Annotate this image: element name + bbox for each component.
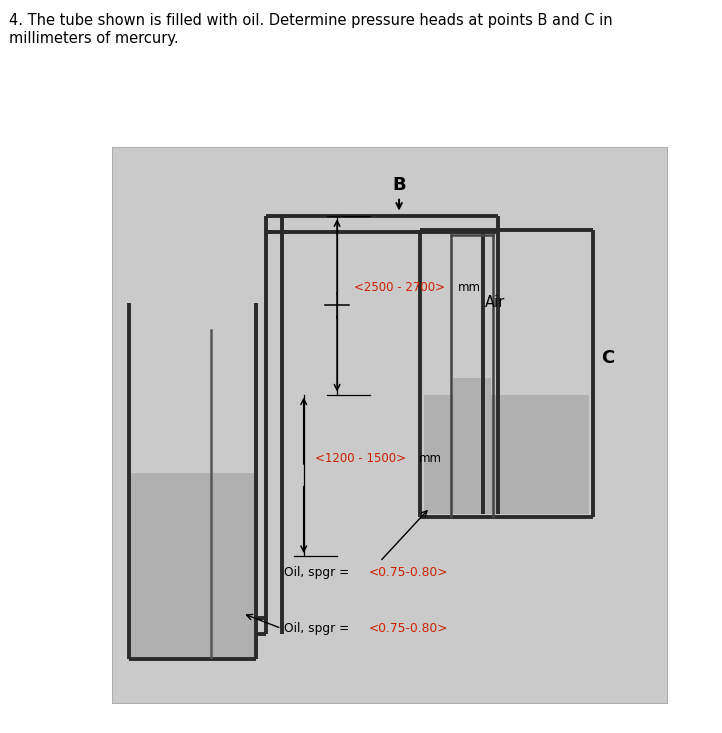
Text: <0.75-0.80>: <0.75-0.80> — [369, 567, 448, 579]
Bar — [131, 473, 253, 657]
Text: Air: Air — [485, 295, 505, 310]
Text: 4. The tube shown is filled with oil. Determine pressure heads at points B and C: 4. The tube shown is filled with oil. De… — [9, 13, 612, 45]
Text: Oil, spgr =: Oil, spgr = — [284, 622, 353, 635]
Text: <2500 - 2700>: <2500 - 2700> — [354, 281, 445, 294]
Bar — [453, 377, 490, 515]
Text: Oil, spgr =: Oil, spgr = — [284, 567, 353, 579]
Text: mm: mm — [419, 452, 443, 465]
Text: mm: mm — [458, 281, 482, 294]
Text: <0.75-0.80>: <0.75-0.80> — [369, 622, 448, 635]
Text: <1200 - 1500>: <1200 - 1500> — [315, 452, 406, 465]
Bar — [424, 394, 589, 515]
Text: C: C — [601, 350, 614, 367]
Text: B: B — [392, 176, 406, 194]
